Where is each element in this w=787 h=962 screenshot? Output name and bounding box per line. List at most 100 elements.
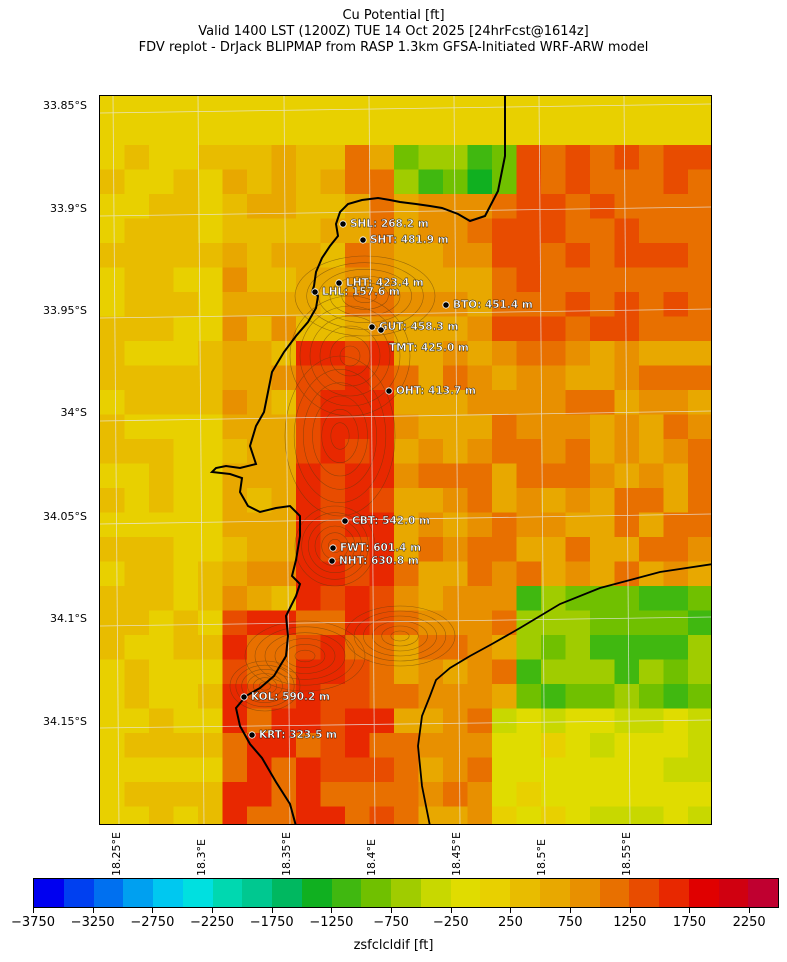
- station-marker-lhl[interactable]: [311, 288, 319, 296]
- grid-cell: [124, 537, 150, 562]
- grid-cell: [467, 194, 493, 219]
- grid-cell: [173, 316, 199, 342]
- grid-cell: [467, 684, 493, 709]
- grid-cell: [247, 194, 272, 219]
- grid-cell: [124, 292, 150, 317]
- station-marker-gut[interactable]: [368, 323, 376, 331]
- grid-cell: [296, 120, 321, 146]
- grid-cell: [541, 586, 566, 611]
- grid-cell: [516, 757, 542, 783]
- grid-cell: [173, 439, 199, 464]
- grid-cell: [320, 169, 346, 195]
- grid-cell: [541, 733, 566, 758]
- station-marker-lht[interactable]: [335, 279, 343, 287]
- grid-cell: [100, 390, 125, 415]
- colorbar-tick-label: −1750: [249, 915, 294, 930]
- grid-cell: [173, 561, 199, 587]
- grid-cell: [296, 586, 321, 611]
- station-markers: SHL: 268.2 m SHT: 481.9 m LHT: 423.4 mLHL:…: [240, 218, 533, 741]
- grid-cell: [394, 610, 419, 636]
- grid-cell: [271, 586, 297, 611]
- grid-cell: [663, 610, 689, 636]
- grid-cell: [198, 390, 223, 415]
- station-marker-krt[interactable]: [248, 731, 256, 739]
- grid-cell: [149, 757, 174, 783]
- grid-cell: [688, 757, 711, 783]
- grid-cell: [247, 145, 272, 170]
- grid-cell: [100, 414, 125, 440]
- grid-cell: [149, 684, 174, 709]
- colorbar-tick-label: −3750: [11, 915, 55, 930]
- colorbar-segment: [450, 879, 481, 907]
- grid-cell: [443, 635, 468, 660]
- grid-cell: [614, 218, 640, 244]
- station-marker-nht[interactable]: [328, 557, 336, 565]
- grid-cell: [320, 659, 346, 685]
- grid-cell: [173, 341, 199, 366]
- grid-cell: [320, 194, 346, 219]
- station-marker-sht[interactable]: [359, 236, 367, 244]
- grid-cell: [418, 463, 444, 489]
- grid-cell: [516, 145, 542, 170]
- terrain-contour: [363, 615, 437, 657]
- grid-cell: [149, 488, 174, 513]
- grid-cell: [222, 414, 248, 440]
- grid-cell: [149, 96, 174, 121]
- grid-cell: [688, 684, 711, 709]
- grid-cell: [565, 537, 591, 562]
- grid-cell: [198, 145, 223, 170]
- grid-cell: [394, 708, 419, 734]
- grid-cell: [173, 169, 199, 195]
- grid-cell: [565, 414, 591, 440]
- colorbar-segment: [688, 879, 719, 907]
- grid-cell: [124, 120, 150, 146]
- station-marker-shl[interactable]: [339, 220, 347, 228]
- grid-cell: [565, 194, 591, 219]
- terrain-contour: [301, 512, 369, 580]
- grid-cell: [296, 806, 321, 824]
- grid-cell: [124, 316, 150, 342]
- grid-cell: [516, 561, 542, 587]
- colorbar-tick-label: 1750: [672, 915, 707, 930]
- colorbar-segment: [748, 879, 779, 907]
- grid-cell: [271, 708, 297, 734]
- grid-cell: [222, 218, 248, 244]
- grid-cell: [296, 635, 321, 660]
- station-marker-fwt[interactable]: [329, 544, 337, 552]
- station-marker-oht[interactable]: [385, 387, 393, 395]
- grid-cell: [320, 782, 346, 807]
- station-marker-bto[interactable]: [442, 301, 450, 309]
- grid-cell: [124, 684, 150, 709]
- grid-cell: [467, 365, 493, 391]
- grid-cell: [345, 610, 370, 636]
- grid-cell: [394, 120, 419, 146]
- map-panel[interactable]: SHL: 268.2 m SHT: 481.9 m LHT: 423.4 m LHL:…: [99, 95, 712, 825]
- station-marker-cbt[interactable]: [341, 517, 349, 525]
- grid-cell: [663, 341, 689, 366]
- grid-cell: [222, 145, 248, 170]
- grid-cell: [222, 586, 248, 611]
- grid-cell: [614, 341, 640, 366]
- grid-cell: [590, 194, 615, 219]
- grid-cell: [663, 659, 689, 685]
- grid-cell: [149, 561, 174, 587]
- grid-cell: [565, 757, 591, 783]
- grid-cell: [688, 120, 711, 146]
- grid-cell: [124, 218, 150, 244]
- grid-cell: [394, 537, 419, 562]
- grid-cell: [663, 169, 689, 195]
- station-marker-kol[interactable]: [240, 693, 248, 701]
- grid-cell: [688, 463, 711, 489]
- colorbar-tick-label: 250: [498, 915, 523, 930]
- grid-cell: [565, 463, 591, 489]
- grid-cell: [541, 267, 566, 293]
- grid-cell: [663, 145, 689, 170]
- grid-cell: [639, 169, 664, 195]
- station-marker-tmt[interactable]: [377, 326, 385, 334]
- grid-cell: [222, 537, 248, 562]
- grid-cell: [222, 267, 248, 293]
- grid-cell: [100, 488, 125, 513]
- grid-cell: [492, 439, 517, 464]
- grid-cell: [590, 782, 615, 807]
- grid-cell: [467, 512, 493, 538]
